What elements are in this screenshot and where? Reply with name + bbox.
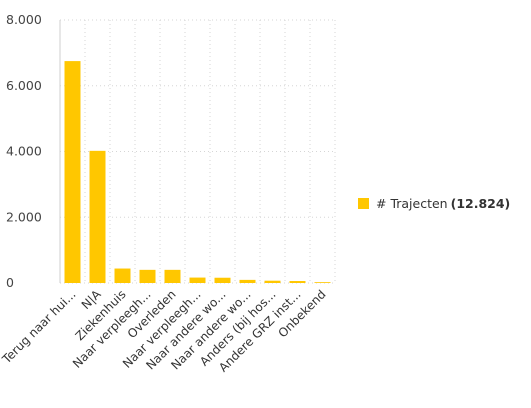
bar [314, 282, 331, 283]
bar [289, 281, 306, 283]
y-tick-label: 8.000 [6, 12, 42, 27]
y-tick-label: 4.000 [6, 144, 42, 159]
y-tick-label: 0 [6, 275, 14, 290]
bar [189, 277, 206, 283]
legend-swatch [358, 198, 369, 209]
bar [239, 279, 256, 283]
bar [264, 280, 281, 283]
legend-series-name: # Trajecten [376, 196, 448, 211]
bar [114, 268, 131, 283]
bar [64, 61, 81, 283]
bar [89, 150, 106, 283]
legend[interactable]: # Trajecten (12.824) [358, 196, 510, 211]
legend-total: (12.824) [450, 196, 511, 211]
x-tick-label: Terug naar hui... [0, 287, 79, 367]
bar [214, 277, 231, 283]
bar [139, 269, 156, 283]
y-tick-label: 6.000 [6, 78, 42, 93]
y-tick-label: 2.000 [6, 209, 42, 224]
bar [164, 269, 181, 283]
